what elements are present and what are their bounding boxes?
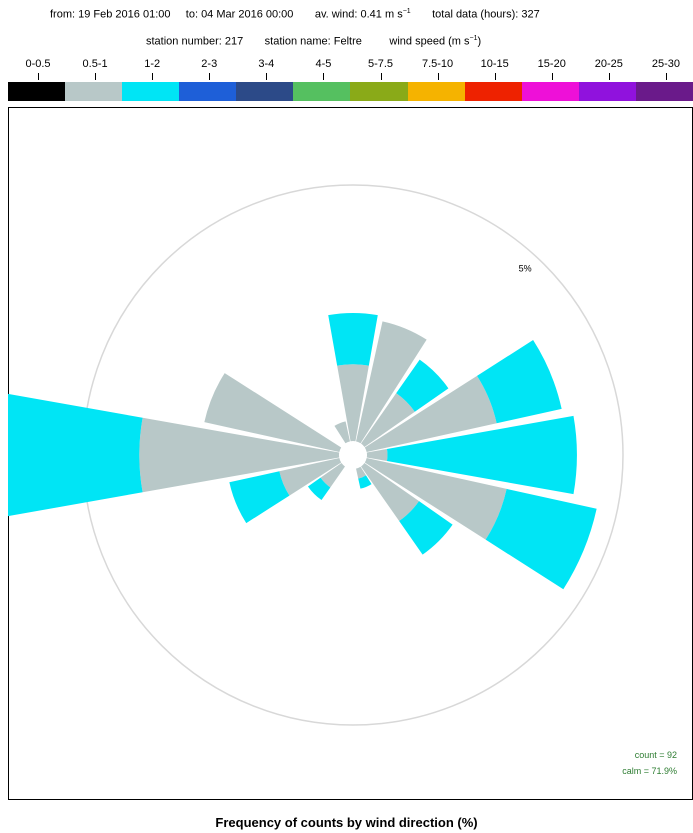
speed-color-bar: [8, 82, 693, 101]
station-number-label: station number:: [146, 35, 222, 48]
color-bar-segment: [8, 82, 66, 101]
total-value: 327: [521, 8, 540, 21]
speed-bin-tick: [608, 73, 610, 80]
rose-sector-segment: [361, 393, 415, 447]
speed-bin-label: 15-20: [537, 58, 566, 70]
calm-note: calm = 71.9%: [622, 766, 677, 776]
rose-sector-segment: [337, 364, 369, 442]
speed-bin-tick: [38, 73, 39, 80]
color-bar-segment: [578, 82, 636, 101]
speed-bin-label: 3-4: [258, 58, 275, 70]
rose-sector-segment: [396, 359, 449, 412]
rose-sector-segment: [8, 393, 143, 517]
rose-sector-segment: [356, 466, 367, 479]
rose-sector-segment: [320, 463, 345, 488]
speed-bin-tick: [380, 73, 382, 80]
rose-sector-segment: [364, 458, 507, 540]
rose-sector-segment: [477, 340, 562, 424]
speed-bin-tick: [437, 73, 439, 80]
avwind-exp: −1: [402, 8, 411, 15]
speed-bin-label: 20-25: [594, 58, 623, 70]
avwind-value: 0.41: [360, 8, 382, 21]
wind-rose: 5%: [8, 184, 624, 726]
speed-bin-tick: [95, 73, 97, 80]
rose-sector-segment: [356, 321, 427, 444]
from-value: 19 Feb 2016 01:00: [78, 8, 171, 21]
rose-sector-segment: [386, 415, 577, 495]
avwind-unit: m s: [384, 8, 403, 21]
rose-sector-segment: [358, 475, 372, 489]
chart-title: Frequency of counts by wind direction (%…: [215, 815, 478, 830]
rose-sector-segment: [399, 501, 453, 555]
windspeed-close: ): [477, 35, 482, 48]
rose-sector-segment: [366, 448, 388, 462]
header-line-2: station number: 217 station name: Feltre…: [146, 35, 481, 48]
speed-bin-label: 7.5-10: [421, 58, 454, 70]
speed-bin-label: 1-2: [144, 58, 161, 70]
color-bar-segment: [635, 82, 693, 101]
color-bar-segment: [179, 82, 237, 101]
speed-bin-label: 2-3: [201, 58, 218, 70]
speed-bin-tick: [266, 73, 268, 80]
count-note: count = 92: [634, 750, 677, 760]
station-name: Feltre: [333, 35, 362, 48]
speed-bin-label: 10-15: [480, 58, 509, 70]
speed-bin-tick: [665, 73, 667, 80]
color-bar-segment: [236, 82, 294, 101]
avwind-label: av. wind:: [314, 8, 358, 21]
station-number: 217: [224, 35, 244, 48]
speed-bin-tick: [323, 73, 325, 80]
color-bar-segment: [464, 82, 522, 101]
station-name-label: station name:: [264, 35, 331, 48]
speed-bin-label: 0.5-1: [82, 58, 108, 70]
rose-sector-segment: [279, 458, 342, 496]
color-bar-segment: [293, 82, 351, 101]
windspeed-exp: −1: [469, 35, 478, 42]
rose-sector-segment: [334, 421, 350, 444]
rose-sector-segment: [204, 373, 342, 452]
total-label: total data (hours):: [432, 8, 519, 21]
windspeed-label: wind speed (m s: [389, 35, 470, 48]
speed-bin-label: 4-5: [315, 58, 332, 70]
rose-sector-segment: [229, 471, 290, 524]
rose-ring-label: 5%: [519, 264, 532, 274]
speed-bin-label: 25-30: [651, 58, 680, 70]
color-bar-segment: [407, 82, 465, 101]
speed-bin-tick: [152, 73, 154, 80]
color-bar-segment: [350, 82, 408, 101]
rose-sector-segment: [361, 463, 420, 522]
color-bar-segment: [65, 82, 123, 101]
rose-sector-segment: [307, 477, 331, 501]
from-label: from:: [50, 8, 76, 21]
to-value: 04 Mar 2016 00:00: [201, 8, 294, 21]
color-bar-segment: [122, 82, 180, 101]
rose-sector-segment: [364, 375, 497, 452]
speed-bin-label: 5-7.5: [367, 58, 394, 70]
speed-bin-tick: [209, 73, 211, 80]
speed-bin-label: 0-0.5: [25, 58, 51, 70]
rose-sector-segment: [485, 488, 597, 590]
rose-sector-segment: [328, 313, 378, 366]
color-bar-segment: [521, 82, 579, 101]
speed-bin-tick: [494, 73, 496, 80]
header-line-1: from: 19 Feb 2016 01:00 to: 04 Mar 2016 …: [50, 8, 540, 21]
speed-bin-tick: [551, 73, 553, 80]
to-label: to:: [185, 8, 198, 21]
rose-sector-segment: [139, 417, 340, 493]
